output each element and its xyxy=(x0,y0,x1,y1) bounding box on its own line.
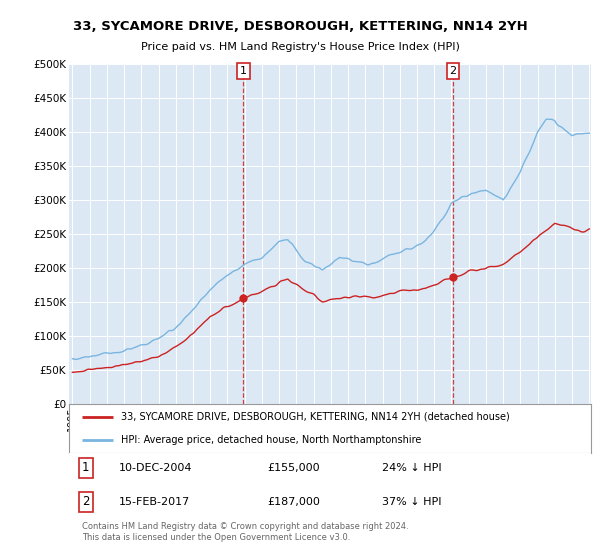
Text: £187,000: £187,000 xyxy=(268,497,320,507)
Text: Price paid vs. HM Land Registry's House Price Index (HPI): Price paid vs. HM Land Registry's House … xyxy=(140,42,460,52)
Text: 15-FEB-2017: 15-FEB-2017 xyxy=(119,497,190,507)
Text: 2: 2 xyxy=(449,66,457,76)
Text: 33, SYCAMORE DRIVE, DESBOROUGH, KETTERING, NN14 2YH: 33, SYCAMORE DRIVE, DESBOROUGH, KETTERIN… xyxy=(73,20,527,32)
Text: 24% ↓ HPI: 24% ↓ HPI xyxy=(382,463,442,473)
Text: 2: 2 xyxy=(82,495,89,508)
Text: Contains HM Land Registry data © Crown copyright and database right 2024.
This d: Contains HM Land Registry data © Crown c… xyxy=(82,522,409,542)
Text: 1: 1 xyxy=(82,461,89,474)
Text: £155,000: £155,000 xyxy=(268,463,320,473)
Text: 1: 1 xyxy=(240,66,247,76)
Text: 10-DEC-2004: 10-DEC-2004 xyxy=(119,463,192,473)
Text: 33, SYCAMORE DRIVE, DESBOROUGH, KETTERING, NN14 2YH (detached house): 33, SYCAMORE DRIVE, DESBOROUGH, KETTERIN… xyxy=(121,412,510,422)
Text: HPI: Average price, detached house, North Northamptonshire: HPI: Average price, detached house, Nort… xyxy=(121,435,422,445)
Text: 37% ↓ HPI: 37% ↓ HPI xyxy=(382,497,442,507)
